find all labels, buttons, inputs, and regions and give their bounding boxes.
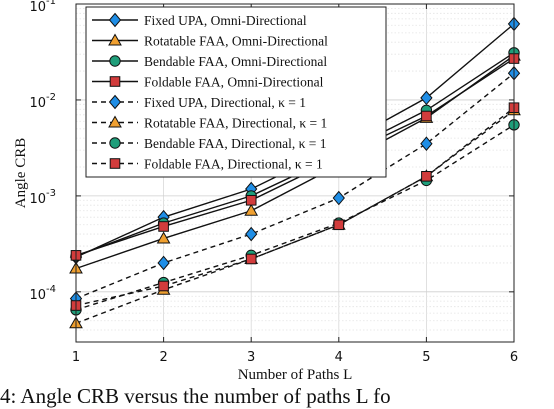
legend-marker (109, 137, 121, 149)
series-line (75, 109, 515, 324)
data-point (420, 90, 433, 106)
legend-marker (108, 115, 122, 128)
series-line (75, 107, 515, 307)
legend-label: Foldable FAA, Omni-Directional (144, 75, 324, 90)
data-point (332, 190, 345, 206)
legend-marker (109, 158, 121, 169)
legend-entry: Rotatable FAA, Omni-Directional (92, 33, 328, 49)
data-point (157, 255, 170, 271)
series-line (75, 57, 515, 257)
legend-entry: Foldable FAA, Omni-Directional (92, 75, 324, 90)
data-point (244, 203, 259, 216)
y-axis-title: Angle CRB (13, 138, 29, 208)
data-point (421, 171, 432, 182)
legend-box (85, 6, 387, 178)
series-line (75, 72, 515, 300)
legend-label: Rotatable FAA, Directional, κ = 1 (144, 116, 327, 131)
legend-marker (109, 76, 121, 87)
data-point (245, 226, 258, 242)
legend-label: Bendable FAA, Directional, κ = 1 (144, 136, 327, 151)
legend-label: Fixed UPA, Directional, κ = 1 (144, 95, 306, 110)
y-tick-label: 10-3 (29, 188, 56, 207)
x-tick-label: 2 (159, 350, 167, 365)
legend-marker (108, 12, 122, 28)
legend-entry: Fixed UPA, Directional, κ = 1 (92, 94, 306, 110)
legend-entry: Bendable FAA, Omni-Directional (92, 54, 327, 69)
plot-frame (75, 3, 515, 343)
x-tick-label: 1 (72, 350, 80, 365)
legend-entry: Rotatable FAA, Directional, κ = 1 (92, 115, 327, 131)
legend-entry: Fixed UPA, Omni-Directional (92, 12, 307, 28)
data-point (420, 136, 433, 151)
figure-caption: 4: Angle CRB versus the number of paths … (0, 384, 391, 408)
legend-label: Fixed UPA, Omni-Directional (144, 13, 307, 28)
legend-entry: Foldable FAA, Directional, κ = 1 (92, 157, 323, 172)
x-tick-label: 3 (247, 350, 255, 365)
data-point (245, 194, 257, 206)
legend: Fixed UPA, Omni-Directional Rotatable FAA… (85, 6, 387, 178)
data-point (156, 231, 171, 244)
legend-marker (108, 94, 122, 110)
legend-marker (108, 33, 122, 46)
series-line (75, 55, 515, 270)
y-tick-label: 10-1 (29, 0, 56, 15)
data-point (333, 219, 345, 231)
x-tick-label: 4 (335, 350, 343, 365)
legend-label: Bendable FAA, Omni-Directional (144, 54, 327, 69)
legend-label: Rotatable FAA, Omni-Directional (144, 34, 328, 49)
x-tick-label: 5 (422, 350, 430, 365)
y-tick-label: 10-4 (29, 284, 56, 303)
x-axis-title: Number of Paths L (238, 367, 353, 383)
data-point (158, 280, 169, 292)
x-tick-label: 6 (510, 350, 518, 365)
data-point (245, 253, 257, 265)
series-line (75, 124, 515, 311)
data-point (421, 110, 432, 122)
data-point (158, 221, 169, 232)
y-tick-label: 10-2 (29, 92, 56, 111)
legend-entry: Bendable FAA, Directional, κ = 1 (92, 136, 327, 151)
chart: 1 2 3 4 5 6 10-4 10-3 10-2 10-1 Number of Paths L… (13, 0, 521, 383)
legend-marker (109, 55, 121, 67)
legend-label: Foldable FAA, Directional, κ = 1 (144, 157, 323, 172)
